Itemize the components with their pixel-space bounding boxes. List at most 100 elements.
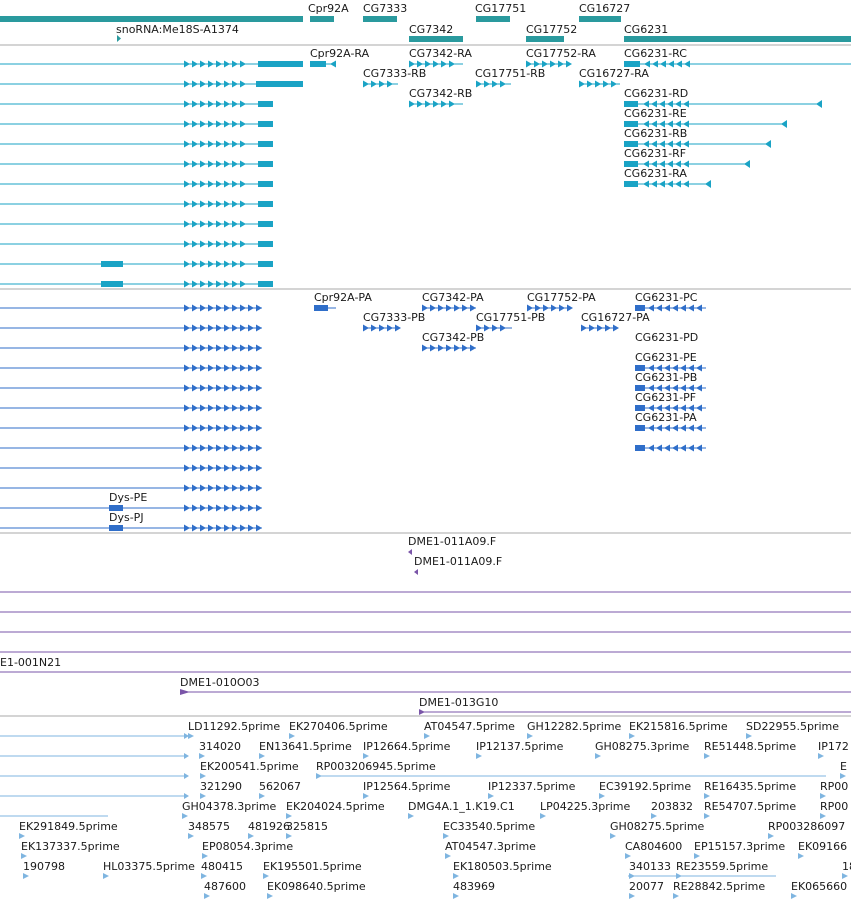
feature-label[interactable]: EK200541.5prime [200, 760, 299, 773]
feature-label[interactable]: CG6231-PF [635, 391, 696, 404]
feature-label[interactable]: EK09166 [798, 840, 847, 853]
feature-label[interactable]: CG17752 [526, 23, 577, 36]
exon-block[interactable] [258, 261, 273, 267]
feature-label[interactable]: RP00 [820, 780, 848, 793]
feature-label[interactable]: 20077 [629, 880, 664, 893]
feature-label[interactable]: GH12282.5prime [527, 720, 622, 733]
feature-label[interactable]: 203832 [651, 800, 693, 813]
feature-label[interactable]: 483969 [453, 880, 495, 893]
feature-label[interactable]: CG6231-RB [624, 127, 687, 140]
feature-label[interactable]: GH08275.5prime [610, 820, 705, 833]
feature-label[interactable]: CG17752-RA [526, 47, 596, 60]
feature-label[interactable]: CG7333 [363, 2, 407, 15]
feature-label[interactable]: SD22955.5prime [746, 720, 839, 733]
feature-label[interactable]: GH04378.3prime [182, 800, 277, 813]
exon-block[interactable] [258, 221, 273, 227]
gene-block[interactable] [526, 36, 564, 42]
feature-label[interactable]: Dys-PE [109, 491, 147, 504]
gene-block[interactable] [476, 16, 510, 22]
feature-label[interactable]: CG7342 [409, 23, 453, 36]
feature-label[interactable]: CG7342-PB [422, 331, 484, 344]
feature-label[interactable]: IP12137.5prime [476, 740, 564, 753]
feature-label[interactable]: EK180503.5prime [453, 860, 552, 873]
feature-label[interactable]: CG6231-PC [635, 291, 698, 304]
feature-label[interactable]: 480415 [201, 860, 243, 873]
feature-label[interactable]: DME1-011A09.F [408, 535, 496, 548]
feature-label[interactable]: EP15157.3prime [694, 840, 785, 853]
feature-label[interactable]: RP003206945.5prime [316, 760, 436, 773]
feature-label[interactable]: CG7333-RB [363, 67, 426, 80]
feature-label[interactable]: snoRNA:Me18S-A1374 [116, 23, 239, 36]
feature-label[interactable]: IP12564.5prime [363, 780, 451, 793]
feature-label[interactable]: EK215816.5prime [629, 720, 728, 733]
feature-label[interactable]: IP12664.5prime [363, 740, 451, 753]
feature-label[interactable]: Dys-PJ [109, 511, 144, 524]
feature-label[interactable]: 562067 [259, 780, 301, 793]
gene-block[interactable] [310, 16, 334, 22]
feature-label[interactable]: CG7342-PA [422, 291, 484, 304]
feature-label[interactable]: 18 [842, 860, 851, 873]
feature-label[interactable]: RE54707.5prime [704, 800, 796, 813]
feature-label[interactable]: AT04547.3prime [445, 840, 536, 853]
exon-block[interactable] [101, 281, 123, 287]
feature-label[interactable]: RE28842.5prime [673, 880, 765, 893]
feature-label[interactable]: EK098640.5prime [267, 880, 366, 893]
feature-label[interactable]: EK195501.5prime [263, 860, 362, 873]
feature-label[interactable]: CG7342-RA [409, 47, 472, 60]
feature-label[interactable]: CG6231-RA [624, 167, 687, 180]
feature-label[interactable]: EK065660 [791, 880, 847, 893]
feature-label[interactable]: CA804600 [625, 840, 682, 853]
feature-label[interactable]: EK291849.5prime [19, 820, 118, 833]
exon-block[interactable] [258, 241, 273, 247]
feature-label[interactable]: 325815 [286, 820, 328, 833]
feature-label[interactable]: E1-001N21 [0, 656, 61, 669]
feature-label[interactable]: CG17751-PB [476, 311, 545, 324]
feature-label[interactable]: LP04225.3prime [540, 800, 631, 813]
feature-label[interactable]: EC33540.5prime [443, 820, 535, 833]
feature-label[interactable]: EK137337.5prime [21, 840, 120, 853]
feature-label[interactable]: IP172 [818, 740, 849, 753]
gene-block[interactable] [0, 16, 303, 22]
feature-label[interactable]: E [840, 760, 847, 773]
feature-label[interactable]: CG17751-RB [475, 67, 545, 80]
feature-label[interactable]: CG6231 [624, 23, 668, 36]
feature-label[interactable]: 487600 [204, 880, 246, 893]
feature-label[interactable]: CG6231-RF [624, 147, 686, 160]
feature-label[interactable]: Cpr92A-PA [314, 291, 372, 304]
feature-label[interactable]: 314020 [199, 740, 241, 753]
feature-label[interactable]: RE16435.5prime [704, 780, 796, 793]
feature-label[interactable]: CG17752-PA [527, 291, 596, 304]
exon-block[interactable] [109, 505, 123, 511]
feature-label[interactable]: EP08054.3prime [202, 840, 293, 853]
gene-block[interactable] [624, 36, 851, 42]
feature-label[interactable]: CG6231-PA [635, 411, 697, 424]
gene-block[interactable] [409, 36, 463, 42]
feature-label[interactable]: CG7333-PB [363, 311, 425, 324]
feature-label[interactable]: CG6231-RD [624, 87, 688, 100]
feature-label[interactable]: EC39192.5prime [599, 780, 691, 793]
feature-label[interactable]: EK270406.5prime [289, 720, 388, 733]
feature-label[interactable]: DMG4A.1_1.K19.C1 [408, 800, 515, 813]
gene-block[interactable] [579, 16, 621, 22]
feature-label[interactable]: CG6231-PE [635, 351, 697, 364]
exon-block[interactable] [258, 161, 273, 167]
feature-label[interactable]: DME1-011A09.F [414, 555, 502, 568]
feature-label[interactable]: CG7342-RB [409, 87, 472, 100]
feature-label[interactable]: HL03375.5prime [103, 860, 195, 873]
feature-label[interactable]: 481926 [248, 820, 290, 833]
feature-label[interactable]: RE23559.5prime [676, 860, 768, 873]
exon-block[interactable] [101, 261, 123, 267]
exon-block[interactable] [109, 525, 123, 531]
exon-block[interactable] [258, 141, 273, 147]
feature-label[interactable]: 190798 [23, 860, 65, 873]
exon-block[interactable] [258, 61, 303, 67]
exon-block[interactable] [258, 181, 273, 187]
feature-label[interactable]: CG6231-RE [624, 107, 687, 120]
feature-label[interactable]: Cpr92A-RA [310, 47, 370, 60]
feature-label[interactable]: CG16727-PA [581, 311, 650, 324]
exon-block[interactable] [258, 121, 273, 127]
feature-label[interactable]: CG6231-PD [635, 331, 698, 344]
exon-block[interactable] [258, 101, 273, 107]
feature-label[interactable]: CG16727 [579, 2, 630, 15]
